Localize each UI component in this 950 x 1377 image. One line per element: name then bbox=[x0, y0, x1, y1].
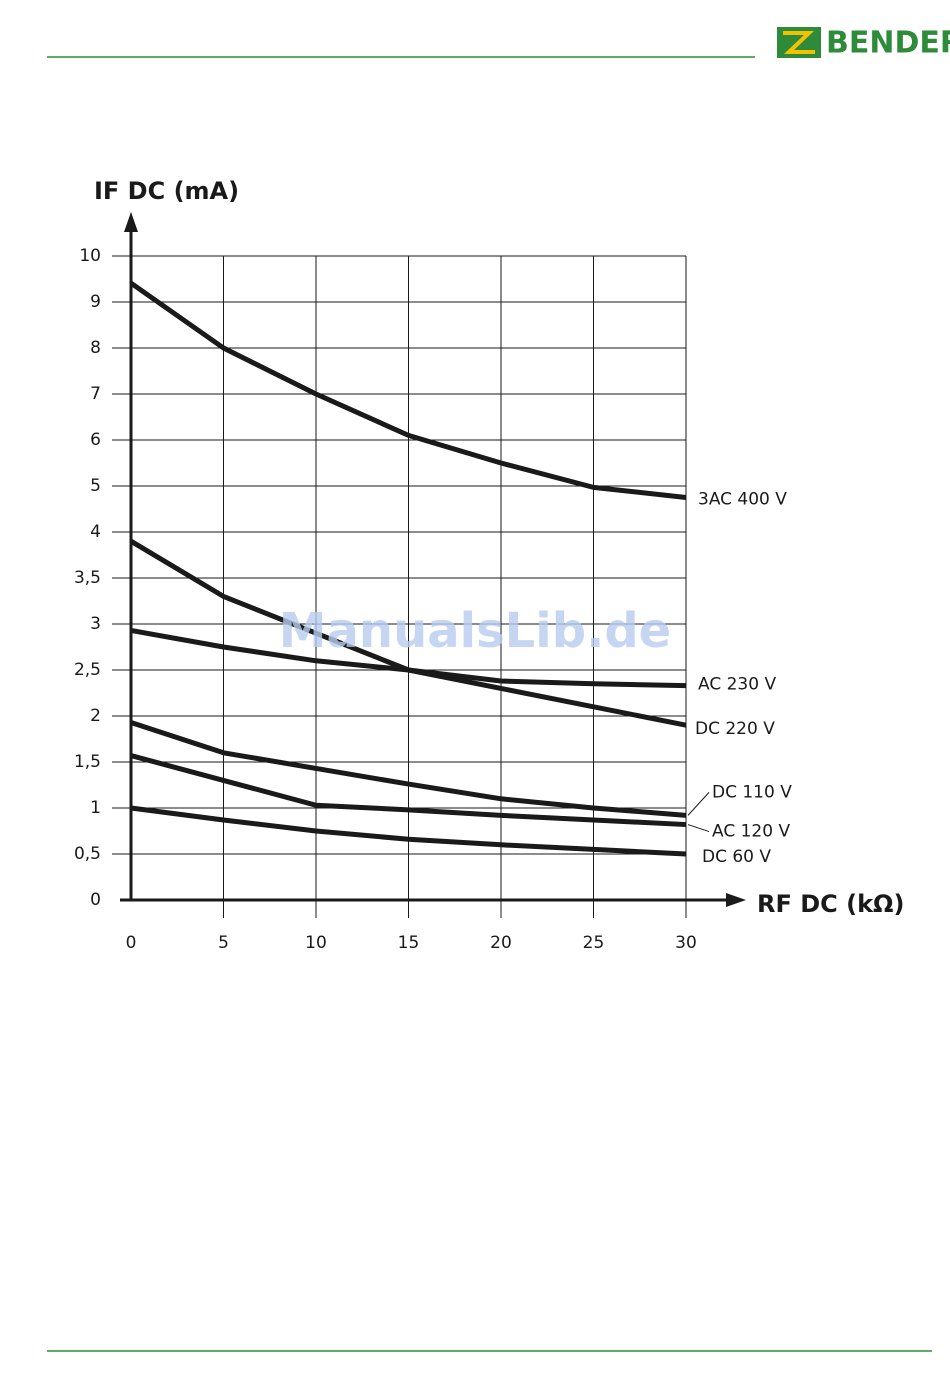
x-tick-label: 10 bbox=[305, 933, 327, 953]
y-tick-label: 3,5 bbox=[74, 568, 101, 588]
x-tick-label: 5 bbox=[218, 933, 229, 953]
series-label: DC 220 V bbox=[695, 719, 775, 739]
y-tick-label: 2 bbox=[90, 706, 101, 726]
y-tick-label: 8 bbox=[90, 338, 101, 358]
series-label: 3AC 400 V bbox=[698, 490, 787, 510]
series-label: AC 120 V bbox=[712, 822, 790, 842]
y-tick-label: 2,5 bbox=[74, 660, 101, 680]
y-tick-label: 3 bbox=[90, 614, 101, 634]
y-tick-label: 5 bbox=[90, 476, 101, 496]
leader-line bbox=[687, 792, 710, 816]
logo-icon bbox=[777, 27, 821, 58]
leader-line bbox=[687, 824, 710, 833]
logo-text: BENDER bbox=[826, 26, 950, 61]
y-tick-label: 4 bbox=[90, 522, 101, 542]
y-tick-label: 0,5 bbox=[74, 844, 101, 864]
series-label: DC 110 V bbox=[712, 782, 792, 802]
x-axis-arrow bbox=[726, 893, 746, 907]
x-tick-label: 0 bbox=[126, 933, 137, 953]
x-tick-label: 30 bbox=[675, 933, 697, 953]
y-axis-label: IF DC (mA) bbox=[94, 177, 239, 205]
x-tick-label: 20 bbox=[490, 933, 512, 953]
series-line bbox=[130, 720, 687, 818]
y-tick-label: 7 bbox=[90, 384, 101, 404]
y-tick-label: 0 bbox=[90, 890, 101, 910]
plot: 0 0,5 1 1,5 2 2,5 3 3,5 4 5 6 7 8 9 10 0 5 10 15 20 25 30 3AC … bbox=[74, 246, 792, 953]
series-line bbox=[130, 753, 687, 828]
x-axis-label: RF DC (kΩ) bbox=[757, 890, 904, 918]
series-line bbox=[129, 539, 687, 728]
series-line bbox=[129, 281, 687, 500]
series-label: DC 60 V bbox=[702, 847, 771, 867]
y-tick-label: 1,5 bbox=[74, 752, 101, 772]
series-line bbox=[130, 805, 687, 857]
y-tick-label: 10 bbox=[79, 246, 101, 266]
watermark: ManualsLib.de bbox=[279, 603, 671, 659]
y-tick-label: 9 bbox=[90, 292, 101, 312]
y-tick-label: 6 bbox=[90, 430, 101, 450]
x-tick-label: 25 bbox=[583, 933, 605, 953]
series-label: AC 230 V bbox=[698, 675, 776, 695]
y-axis-arrow bbox=[124, 212, 138, 232]
x-tick-label: 15 bbox=[398, 933, 420, 953]
y-tick-label: 1 bbox=[90, 798, 101, 818]
